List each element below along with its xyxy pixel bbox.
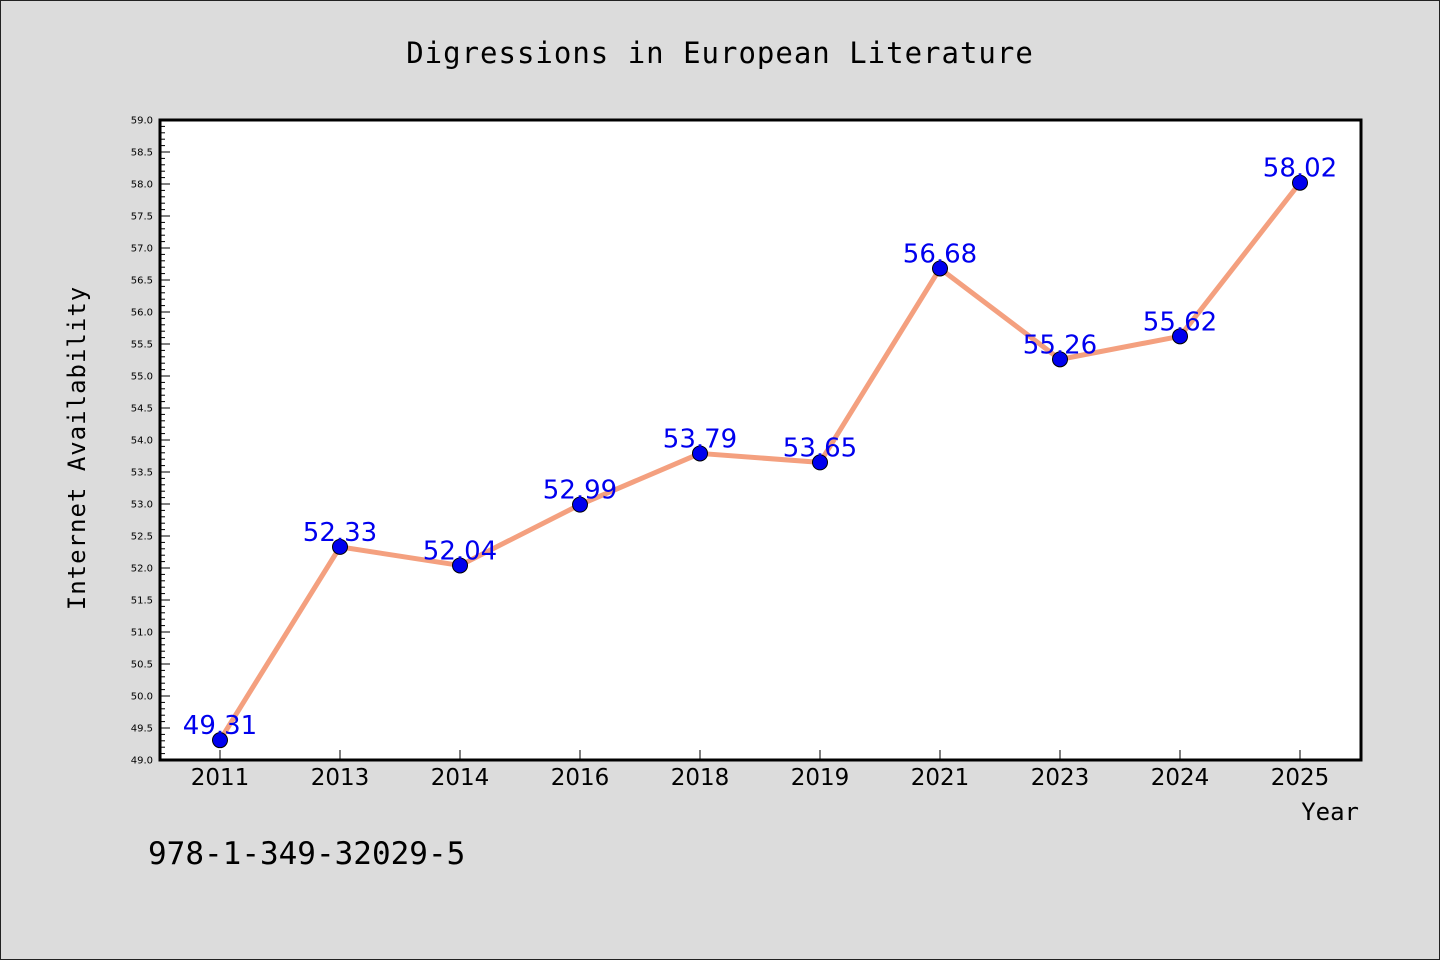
data-label: 52.04	[423, 536, 497, 566]
data-point	[452, 557, 468, 574]
y-tick-label: 59.0	[131, 116, 153, 127]
data-point	[1292, 174, 1308, 191]
y-axis: 49.0 49.5 50.0 50.5 51.0 51.5 52.0 52.5 53.0 53.5…	[131, 116, 170, 767]
y-tick-label: 58.5	[131, 148, 153, 159]
x-axis-label: Year	[1301, 798, 1359, 826]
y-tick-label: 55.0	[131, 372, 153, 383]
x-tick-label: 2011	[191, 765, 250, 791]
data-label: 52.33	[303, 518, 377, 548]
data-label: 55.62	[1143, 307, 1217, 337]
data-label: 53.65	[783, 433, 857, 463]
y-tick-label: 55.5	[131, 340, 153, 351]
y-tick-label: 52.0	[131, 564, 153, 575]
y-tick-label: 52.5	[131, 532, 153, 543]
y-tick-label: 49.0	[131, 756, 153, 767]
y-tick-label: 54.5	[131, 404, 153, 415]
data-label: 56.68	[903, 239, 977, 269]
data-point	[1052, 351, 1068, 368]
y-tick-label: 54.0	[131, 436, 153, 447]
y-tick-label: 51.5	[131, 596, 153, 607]
x-tick-label: 2013	[311, 765, 370, 791]
x-tick-label: 2025	[1271, 765, 1330, 791]
data-label: 53.79	[663, 424, 737, 454]
y-tick-label: 51.0	[131, 628, 153, 639]
x-tick-label: 2016	[551, 765, 610, 791]
x-tick-label: 2024	[1151, 765, 1210, 791]
y-tick-label: 50.5	[131, 660, 153, 671]
x-tick-label: 2018	[671, 765, 730, 791]
chart-title: Digressions in European Literature	[406, 36, 1034, 70]
data-label: 58.02	[1263, 154, 1337, 184]
data-point	[1172, 328, 1188, 345]
series-line	[217, 180, 1303, 743]
data-point	[572, 496, 588, 513]
x-tick-label: 2014	[431, 765, 490, 791]
y-tick-label: 58.0	[131, 180, 153, 191]
y-tick-label: 49.5	[131, 724, 153, 735]
footnote-isbn: 978-1-349-32029-5	[148, 836, 465, 872]
data-point	[812, 454, 828, 471]
x-tick-label: 2019	[791, 765, 850, 791]
data-labels: 49.31 52.33 52.04 52.99 53.79 53.65 56.68 55.26…	[183, 154, 1337, 741]
data-point	[692, 445, 708, 462]
y-tick-label: 50.0	[131, 692, 153, 703]
y-tick-label: 57.0	[131, 244, 153, 255]
data-point	[332, 538, 348, 555]
y-tick-label: 53.0	[131, 500, 153, 511]
data-points	[212, 174, 1308, 749]
y-axis-label: Internet Availability	[63, 286, 91, 610]
data-point	[932, 260, 948, 277]
data-label: 52.99	[543, 476, 617, 506]
series-polyline	[217, 180, 1303, 743]
data-point	[212, 732, 228, 749]
y-tick-label: 53.5	[131, 468, 153, 479]
data-label: 55.26	[1023, 330, 1097, 360]
data-label: 49.31	[183, 711, 257, 741]
x-tick-label: 2023	[1031, 765, 1090, 791]
y-tick-label: 57.5	[131, 212, 153, 223]
plot-area	[158, 118, 1363, 762]
x-axis: 2011 2013 2014 2016 2018 2019 2021 2023 2024 2025	[191, 750, 1330, 791]
y-tick-label: 56.0	[131, 308, 153, 319]
x-tick-label: 2021	[911, 765, 970, 791]
y-tick-label: 56.5	[131, 276, 153, 287]
